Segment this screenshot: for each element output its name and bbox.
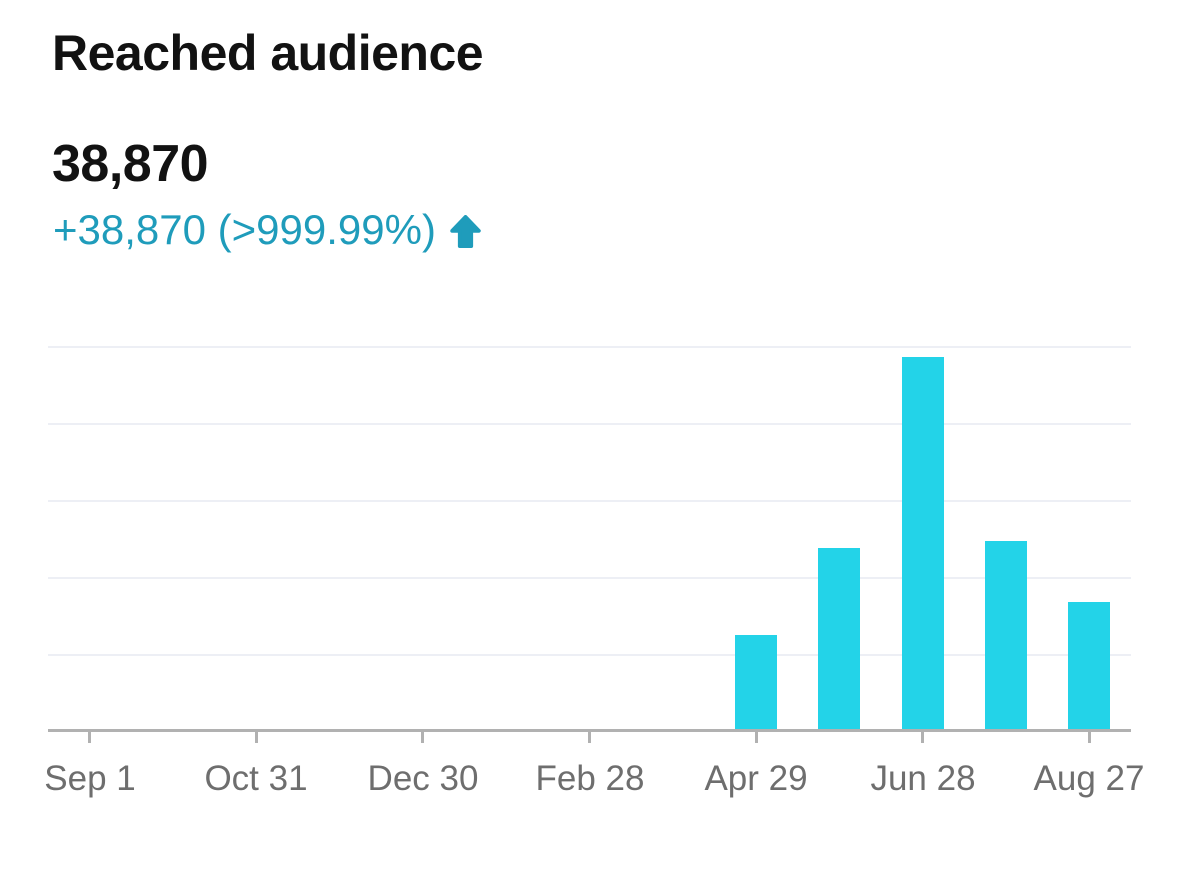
x-axis-tick [921, 732, 924, 743]
x-axis-tick-label: Oct 31 [204, 759, 308, 798]
x-axis-tick-label: Aug 27 [1033, 759, 1145, 798]
x-axis-tick [1088, 732, 1091, 743]
chart-gridline [48, 654, 1131, 656]
chart-bar[interactable] [902, 357, 944, 731]
chart-bar[interactable] [1068, 602, 1110, 731]
chart-bar[interactable] [818, 548, 860, 731]
metric-value: 38,870 [52, 135, 209, 193]
chart-bar[interactable] [985, 541, 1027, 731]
x-axis-tick-label: Apr 29 [704, 759, 808, 798]
x-axis-tick [421, 732, 424, 743]
bar-chart: Sep 1 Oct 31 Dec 30 Feb 28 Apr 29 Jun 28 Aug 2… [44, 346, 1144, 798]
x-axis-tick-label: Jun 28 [870, 759, 976, 798]
x-axis-tick-label: Dec 30 [367, 759, 479, 798]
x-axis-tick-label: Feb 28 [535, 759, 645, 798]
metric-change: +38,870 (>999.99%) [53, 206, 481, 254]
chart-gridline [48, 423, 1131, 425]
x-axis-tick [255, 732, 258, 743]
x-axis-tick [588, 732, 591, 743]
chart-bar[interactable] [735, 635, 777, 731]
metric-change-text: +38,870 (>999.99%) [53, 206, 436, 253]
up-arrow-icon [450, 214, 481, 248]
chart-gridline [48, 577, 1131, 579]
chart-gridline [48, 500, 1131, 502]
chart-gridline [48, 346, 1131, 348]
x-axis-tick-label: Sep 1 [44, 759, 136, 798]
x-axis-tick [755, 732, 758, 743]
x-axis-tick [88, 732, 91, 743]
page-title: Reached audience [52, 25, 484, 81]
x-axis-line [48, 729, 1131, 732]
